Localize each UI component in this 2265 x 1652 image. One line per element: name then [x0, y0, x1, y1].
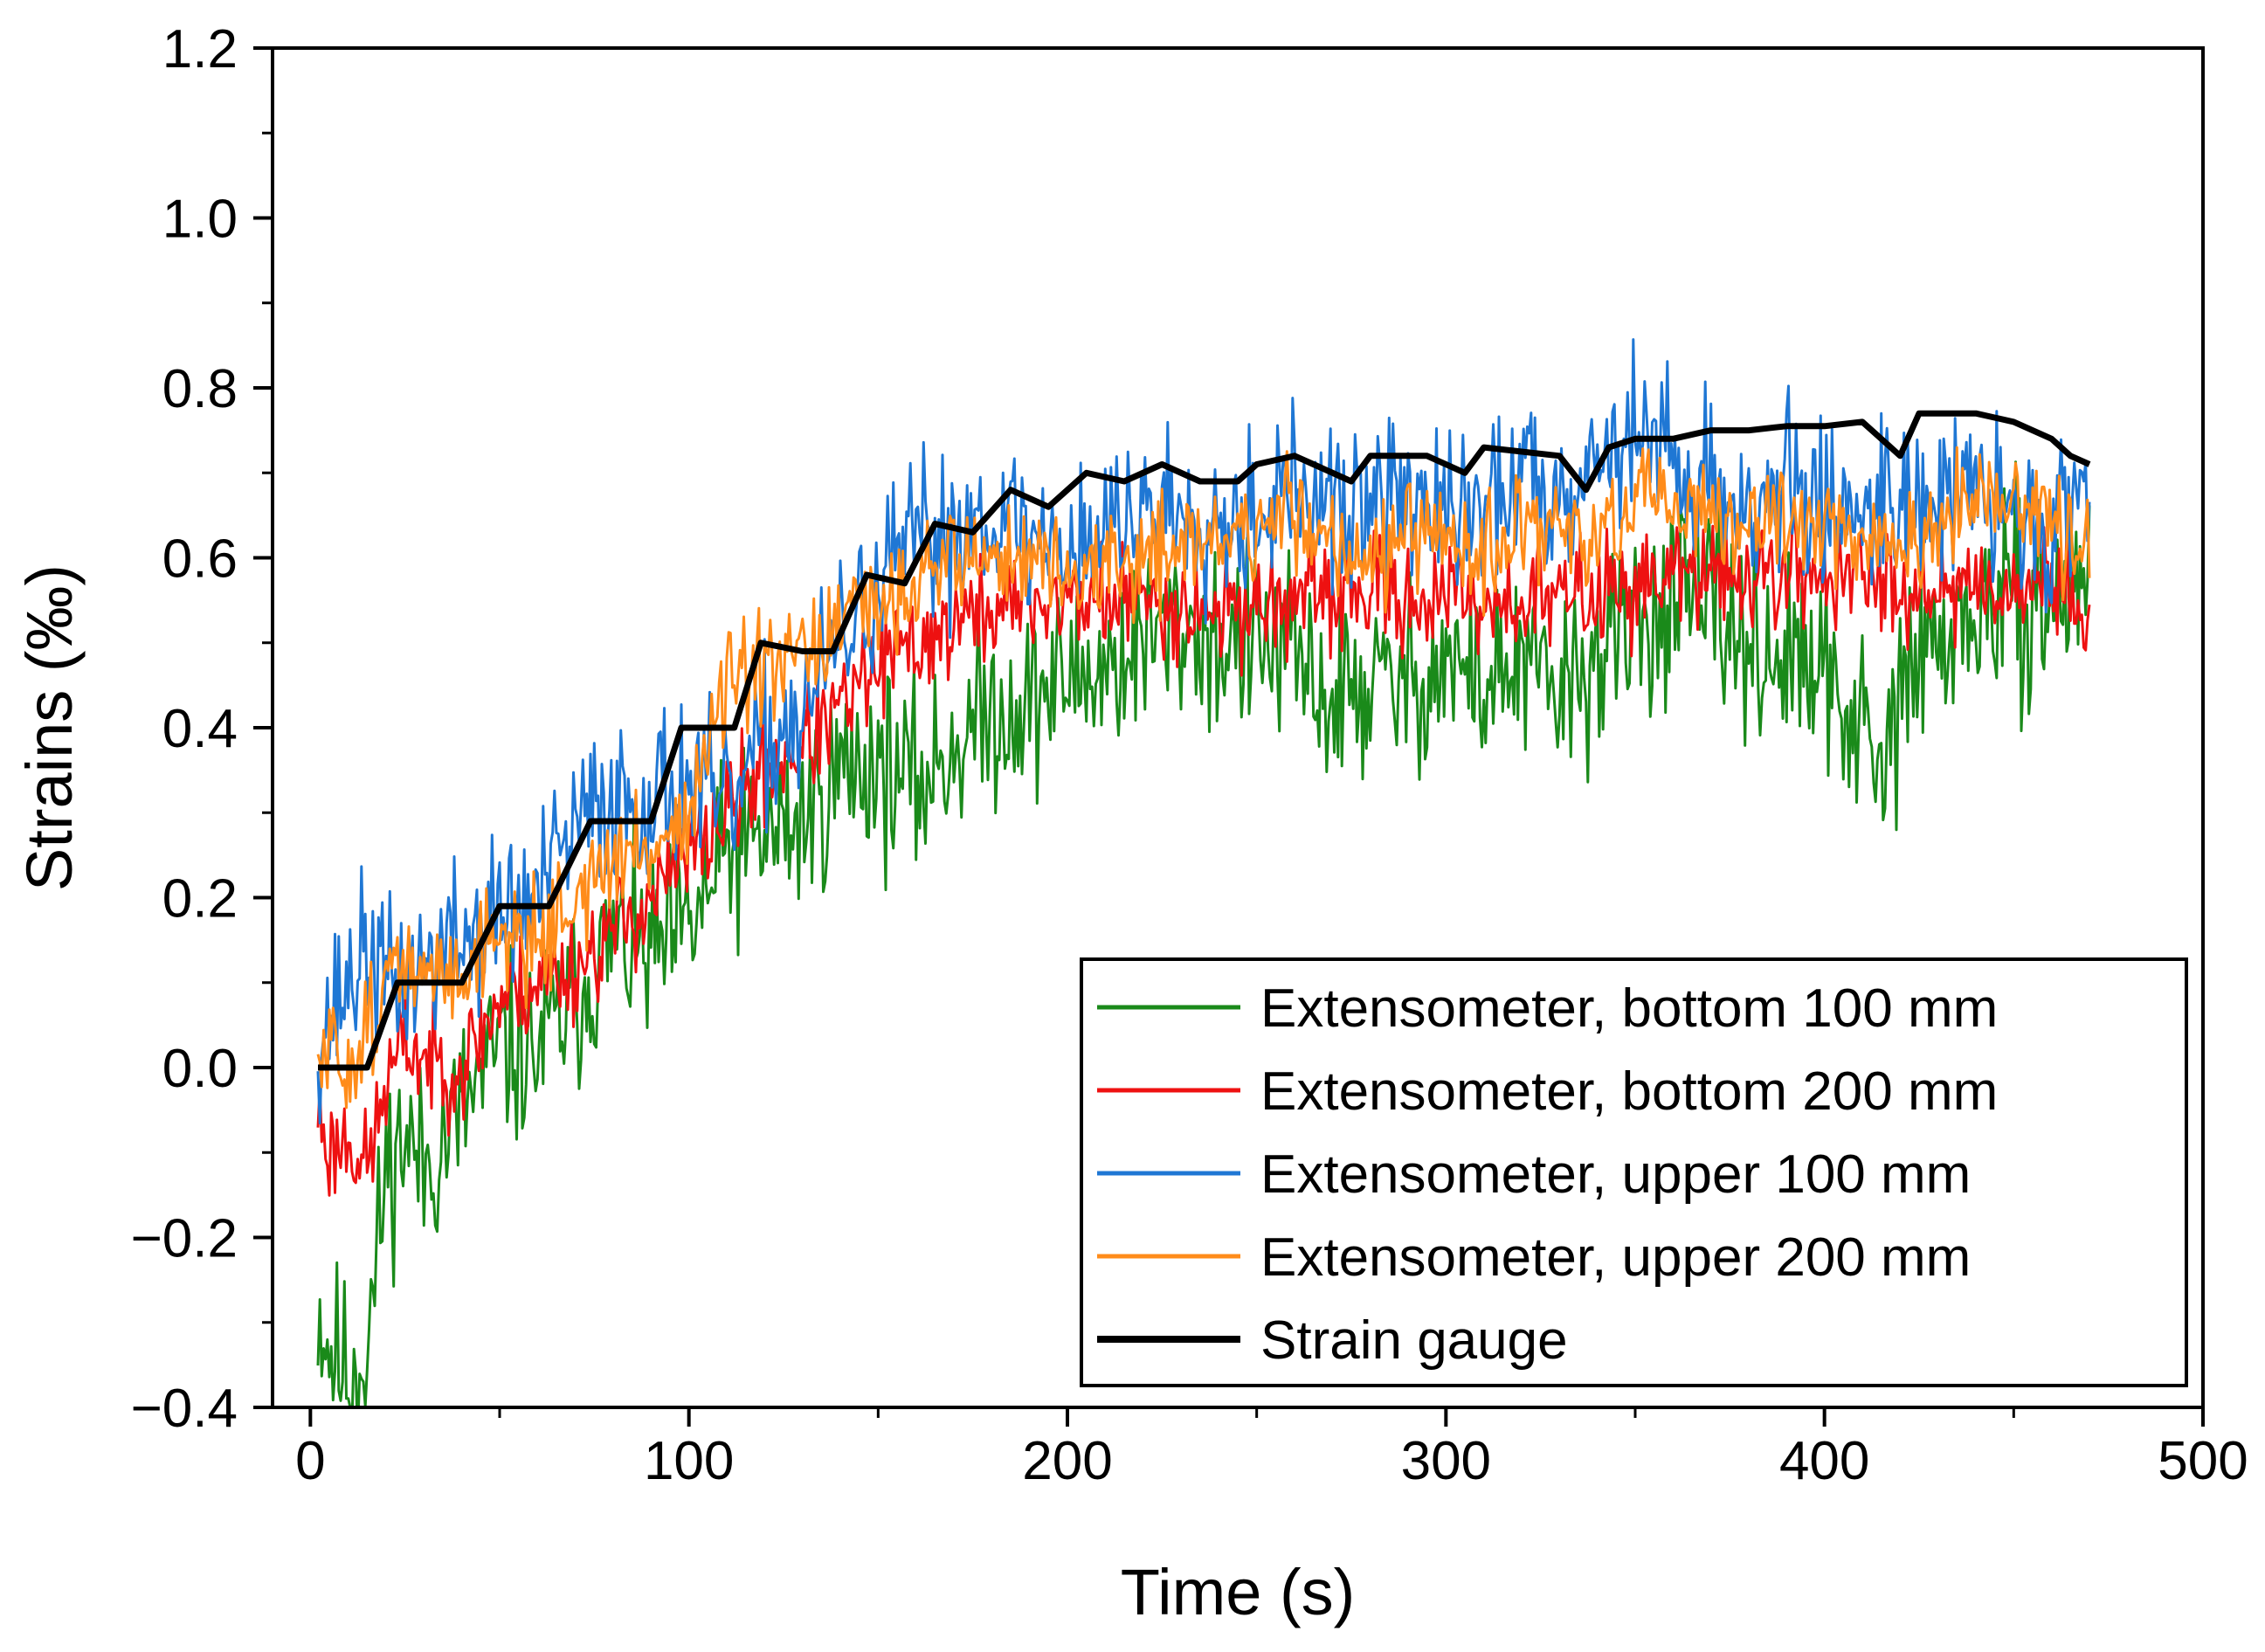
y-tick-label: −0.4	[131, 1379, 238, 1439]
y-tick-label: −0.2	[131, 1209, 238, 1269]
y-tick-label: 0.2	[162, 869, 238, 930]
y-axis-title: Strains (‰)	[13, 564, 86, 891]
x-tick-label: 200	[1022, 1431, 1112, 1491]
y-tick-label: 1.0	[162, 190, 238, 250]
legend-label: Extensometer, bottom 200 mm	[1260, 1061, 1998, 1122]
legend-box	[1080, 957, 2188, 1387]
series-line-4	[318, 410, 2091, 1071]
legend-label: Strain gauge	[1260, 1310, 1568, 1371]
y-tick-label: 0.0	[162, 1039, 238, 1099]
y-tick-label: 0.8	[162, 359, 238, 419]
axis-ticks: 0 100 200 300 400 500 −0.4 −0.2 0.0 0.2 0.4 0.6 0.8 1…	[131, 19, 2248, 1491]
x-axis-title: Time (s)	[1121, 1556, 1356, 1628]
series-line-3	[316, 446, 2091, 1109]
x-tick-label: 300	[1401, 1431, 1491, 1491]
y-tick-label: 0.4	[162, 699, 238, 759]
x-tick-label: 500	[2158, 1431, 2248, 1491]
chart-marks	[316, 338, 2091, 1407]
x-tick-label: 400	[1779, 1431, 1869, 1491]
legend-label: Extensometer, bottom 100 mm	[1260, 978, 1998, 1039]
legend-label: Extensometer, upper 100 mm	[1260, 1144, 1971, 1205]
y-tick-label: 1.2	[162, 19, 238, 79]
legend: Extensometer, bottom 100 mm Extensometer,…	[1080, 957, 2188, 1387]
x-tick-label: 0	[295, 1431, 325, 1491]
y-tick-label: 0.6	[162, 529, 238, 590]
x-tick-label: 100	[644, 1431, 734, 1491]
legend-label: Extensometer, upper 200 mm	[1260, 1227, 1971, 1288]
